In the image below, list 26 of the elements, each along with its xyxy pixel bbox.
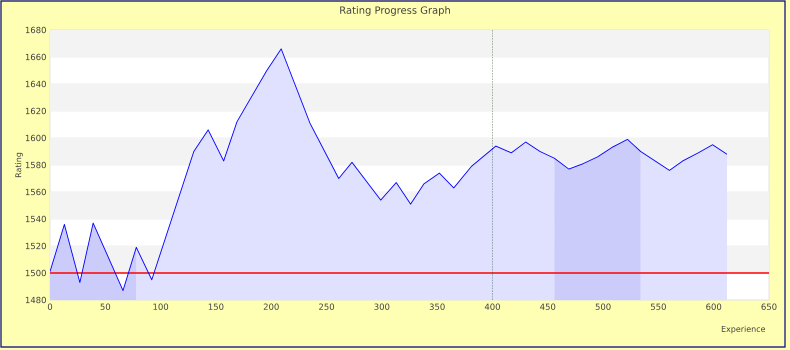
y-tick-label: 1660 <box>26 54 46 60</box>
x-tick-label: 300 <box>374 304 390 310</box>
x-tick-label: 250 <box>319 304 334 310</box>
x-tick-label: 350 <box>430 304 445 310</box>
y-tick-label: 1680 <box>26 26 46 34</box>
x-tick-label: 550 <box>650 304 666 310</box>
y-tick-label: 1600 <box>26 134 46 142</box>
x-tick-label: 400 <box>484 304 500 310</box>
x-tick-label: 650 <box>762 304 777 310</box>
x-tick-label: 600 <box>706 304 722 310</box>
y-tick-label: 1520 <box>26 242 46 250</box>
x-tick-label: 500 <box>596 304 611 310</box>
x-tick-label: 450 <box>540 304 556 310</box>
x-tick-label: 50 <box>100 304 110 310</box>
y-tick-label: 1620 <box>26 108 46 114</box>
y-tick-label: 1560 <box>26 188 46 196</box>
x-tick-label: 200 <box>264 304 279 310</box>
y-tick-label: 1500 <box>26 270 46 276</box>
chart-title: Rating Progress Graph <box>340 6 450 16</box>
x-tick-label: 150 <box>208 304 224 310</box>
y-tick-label: 1580 <box>26 162 46 168</box>
y-tick-label: 1640 <box>26 80 46 88</box>
y-tick-label: 1540 <box>26 216 46 222</box>
x-tick-label: 0 <box>48 304 52 310</box>
y-tick-label: 1480 <box>26 296 46 304</box>
x-tick-label: 100 <box>153 304 168 310</box>
